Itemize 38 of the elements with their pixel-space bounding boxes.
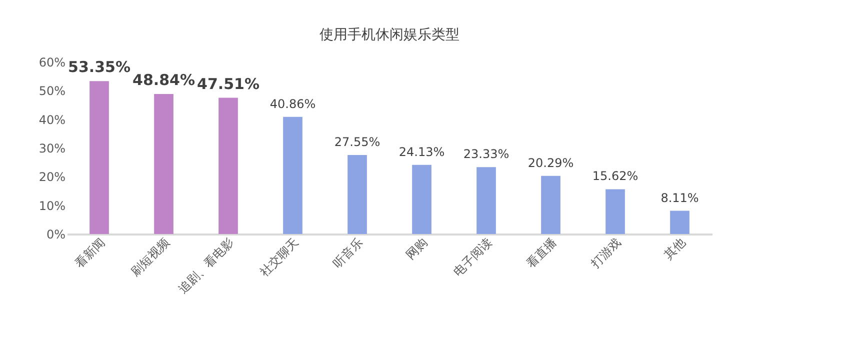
data-label: 27.55% xyxy=(334,135,380,150)
y-tick-label: 60% xyxy=(38,56,66,70)
data-label: 40.86% xyxy=(270,96,316,111)
bar xyxy=(283,116,302,234)
x-tick-label: 打游戏 xyxy=(588,235,624,272)
chart-title: 使用手机休闲娱乐类型 xyxy=(320,27,460,43)
bar xyxy=(412,164,432,234)
x-tick-label: 看直播 xyxy=(524,235,560,270)
x-tick-label: 电子阅读 xyxy=(450,235,495,279)
y-tick-label: 10% xyxy=(38,198,66,213)
bar xyxy=(348,155,367,234)
bar xyxy=(154,94,174,234)
bar xyxy=(218,98,238,234)
y-tick-label: 30% xyxy=(38,142,66,156)
data-label: 47.51% xyxy=(197,74,260,93)
x-tick-label: 网购 xyxy=(403,235,430,262)
x-tick-label: 刷短视频 xyxy=(128,235,172,279)
x-tick-label: 看新闻 xyxy=(72,235,108,270)
x-tick-label: 其他 xyxy=(661,235,688,262)
x-tick-label: 社交聊天 xyxy=(257,235,302,279)
data-label: 8.11% xyxy=(660,190,699,205)
data-label: 48.84% xyxy=(132,70,195,89)
y-tick-label: 20% xyxy=(38,170,66,184)
x-tick-label: 追剧、看电影 xyxy=(176,235,237,296)
data-label: 23.33% xyxy=(463,147,510,162)
y-tick-label: 40% xyxy=(38,112,66,127)
bar xyxy=(90,81,109,234)
data-label: 24.13% xyxy=(398,144,445,159)
x-tick-label: 听音乐 xyxy=(330,235,366,270)
data-label: 15.62% xyxy=(592,169,638,184)
bar xyxy=(541,176,560,234)
data-label: 20.29% xyxy=(528,156,574,170)
y-tick-label: 0% xyxy=(46,228,66,242)
data-label: 53.35% xyxy=(68,58,130,76)
y-tick-label: 50% xyxy=(38,84,66,98)
bar xyxy=(670,210,690,234)
bar xyxy=(476,167,496,234)
bar xyxy=(606,189,625,234)
